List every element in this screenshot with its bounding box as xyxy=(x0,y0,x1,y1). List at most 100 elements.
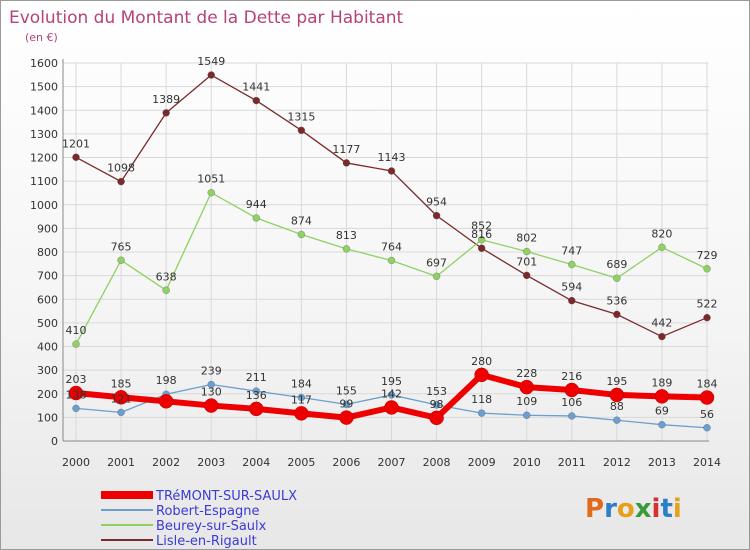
logo-letter: t xyxy=(660,494,672,524)
y-tick-label: 0 xyxy=(51,435,58,448)
data-point xyxy=(523,247,531,256)
data-point xyxy=(249,401,264,417)
y-tick-label: 1300 xyxy=(30,128,58,141)
data-label: 410 xyxy=(66,324,87,337)
data-label: 1315 xyxy=(287,110,315,123)
data-label: 765 xyxy=(111,240,132,253)
data-point xyxy=(162,109,170,117)
data-point xyxy=(477,409,486,417)
y-tick-label: 1100 xyxy=(30,175,58,188)
data-point xyxy=(207,380,215,389)
data-label: 136 xyxy=(246,389,267,402)
y-tick-label: 500 xyxy=(37,317,58,330)
data-point xyxy=(113,390,129,405)
y-tick-label: 700 xyxy=(37,270,58,283)
data-point xyxy=(658,243,666,251)
data-label: 109 xyxy=(516,395,537,408)
data-label: 697 xyxy=(426,256,447,269)
data-point xyxy=(658,421,666,429)
chart-title: Evolution du Montant de la Dette par Hab… xyxy=(9,8,404,28)
logo-letter: r xyxy=(604,494,617,524)
data-label: 820 xyxy=(651,227,672,240)
data-label: 239 xyxy=(201,365,222,378)
data-label: 216 xyxy=(561,370,582,383)
legend-label: Beurey-sur-Saulx xyxy=(156,519,267,534)
series-layer xyxy=(68,71,715,432)
y-tick-label: 200 xyxy=(37,388,58,401)
x-tick-label: 2009 xyxy=(468,456,496,469)
data-point xyxy=(568,260,576,269)
data-point xyxy=(609,387,625,403)
data-label: 729 xyxy=(697,249,718,262)
data-point xyxy=(703,424,711,432)
data-point xyxy=(162,286,170,294)
proxiti-logo: Proxiti xyxy=(585,494,682,524)
data-label: 153 xyxy=(426,385,447,398)
data-point xyxy=(342,245,351,253)
data-label: 280 xyxy=(471,355,492,368)
x-tick-label: 2004 xyxy=(242,456,270,469)
data-point xyxy=(252,387,260,395)
data-point xyxy=(117,408,125,417)
data-point xyxy=(432,211,441,220)
x-tick-label: 2014 xyxy=(693,456,721,469)
x-tick-label: 2012 xyxy=(603,456,631,469)
data-label: 522 xyxy=(697,298,718,311)
data-point xyxy=(519,379,534,395)
data-point xyxy=(613,274,621,282)
x-tick-label: 2005 xyxy=(287,456,315,469)
data-point xyxy=(203,398,219,413)
data-point xyxy=(613,310,621,319)
data-point xyxy=(252,96,260,105)
x-tick-label: 2006 xyxy=(332,456,360,469)
series-3 xyxy=(68,367,715,426)
data-point xyxy=(342,400,351,409)
data-label: 689 xyxy=(606,258,627,271)
y-tick-label: 1600 xyxy=(30,57,58,70)
data-label: 106 xyxy=(561,396,582,409)
x-tick-label: 2001 xyxy=(107,456,135,469)
data-label: 121 xyxy=(111,392,132,405)
y-tick-label: 400 xyxy=(37,341,58,354)
y-tick-label: 1500 xyxy=(30,81,58,94)
data-point xyxy=(387,256,396,265)
data-point xyxy=(117,256,125,264)
data-point xyxy=(297,393,306,402)
data-label: 536 xyxy=(606,294,627,307)
data-point xyxy=(294,406,309,421)
x-tick-label: 2008 xyxy=(423,456,451,469)
data-point xyxy=(658,332,666,341)
series-1 xyxy=(72,189,711,348)
data-labels: 1201 1098 1389 1549 1441 1315 1177 1143 954 816 70… xyxy=(62,55,718,421)
data-point xyxy=(568,412,576,420)
data-label: 1441 xyxy=(242,81,270,94)
data-point xyxy=(207,189,215,197)
data-point xyxy=(429,410,444,426)
y-tick-label: 600 xyxy=(37,293,58,306)
data-label: 184 xyxy=(697,378,718,391)
x-tick-label: 2000 xyxy=(62,456,90,469)
data-point xyxy=(568,297,576,305)
x-tick-label: 2007 xyxy=(378,456,406,469)
data-point xyxy=(432,272,441,280)
data-point xyxy=(72,404,80,413)
data-label: 954 xyxy=(426,196,447,209)
data-point xyxy=(474,367,489,383)
data-label: 1098 xyxy=(107,162,135,175)
data-label: 802 xyxy=(516,232,537,245)
data-point xyxy=(699,390,715,405)
data-label: 701 xyxy=(516,255,537,268)
logo-letter: i xyxy=(673,494,682,524)
data-label: 184 xyxy=(291,378,312,391)
data-label: 874 xyxy=(291,215,312,228)
legend-label: TRéMONT-SUR-SAULX xyxy=(155,489,297,504)
data-label: 813 xyxy=(336,229,357,242)
legend-label: Robert-Espagne xyxy=(156,504,259,519)
data-label: 138 xyxy=(66,388,87,401)
data-label: 442 xyxy=(651,317,672,330)
data-point xyxy=(252,214,260,222)
data-label: 88 xyxy=(610,400,624,413)
data-point xyxy=(72,340,80,348)
